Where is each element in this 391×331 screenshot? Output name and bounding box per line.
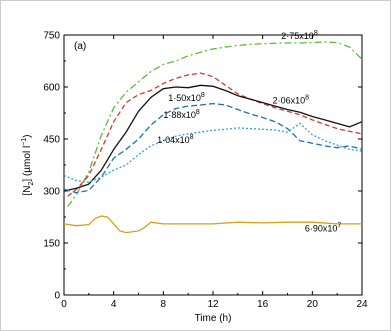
series-label-2: 1·50x108: [168, 92, 205, 103]
y-tick-label: 450: [43, 135, 60, 146]
x-tick-label: 4: [111, 299, 117, 310]
series-label-exponent: 8: [196, 109, 200, 116]
x-tick-label: 24: [356, 299, 368, 310]
y-axis-title-sup: −1: [21, 138, 28, 146]
series-label-base: 6·90x10: [305, 224, 338, 234]
series-label-4: 1·04x108: [157, 134, 194, 145]
series-line-2: [63, 84, 363, 192]
x-tick-label: 16: [257, 299, 269, 310]
y-tick-label: 300: [43, 187, 60, 198]
y-axis-title-end: ): [22, 135, 33, 138]
x-tick-label: 0: [61, 299, 67, 310]
series-line-4: [63, 122, 363, 183]
series-label-exponent: 8: [305, 94, 309, 101]
series-layer: [63, 41, 363, 234]
series-label-1: 2·06x108: [273, 94, 310, 105]
panel-label: (a): [74, 41, 86, 52]
y-axis-title-rest: ] (µmol l: [22, 146, 33, 182]
series-label-0: 2·75x108: [281, 30, 318, 41]
y-tick-label: 0: [54, 291, 60, 302]
series-line-1: [67, 72, 363, 197]
series-label-exponent: 8: [314, 30, 318, 37]
x-axis-title: Time (h): [195, 313, 232, 324]
x-tick-label: 8: [161, 299, 167, 310]
series-label-base: 1·88x10: [163, 110, 196, 120]
series-label-5: 6·90x107: [305, 223, 342, 234]
series-label-base: 2·06x10: [273, 95, 306, 105]
y-axis-title: [N2] (µmol l−1): [21, 135, 35, 196]
label-layer: (a)2·75x1082·06x1081·50x1081·88x1081·04x…: [74, 30, 341, 233]
series-label-exponent: 8: [201, 92, 205, 99]
series-line-5: [63, 215, 362, 234]
x-tick-label: 12: [207, 299, 219, 310]
x-tick-label: 20: [307, 299, 319, 310]
series-label-base: 1·50x10: [168, 93, 201, 103]
series-label-base: 2·75x10: [281, 31, 314, 41]
series-label-exponent: 7: [337, 223, 341, 230]
y-tick-label: 600: [43, 83, 60, 94]
series-line-3: [63, 102, 363, 194]
series-label-exponent: 8: [190, 134, 194, 141]
series-label-3: 1·88x108: [163, 109, 200, 120]
y-tick-label: 750: [43, 31, 60, 42]
y-tick-label: 150: [43, 239, 60, 250]
series-line-0: [67, 41, 363, 207]
y-axis-title-main: [N: [22, 186, 33, 196]
series-label-base: 1·04x10: [157, 135, 190, 145]
y-axis-title-sub: 2: [28, 182, 35, 186]
axes: 0 4 8 12 16 20 24 0 150 300 450 600 750 Time (h) [N2] …: [21, 31, 368, 325]
